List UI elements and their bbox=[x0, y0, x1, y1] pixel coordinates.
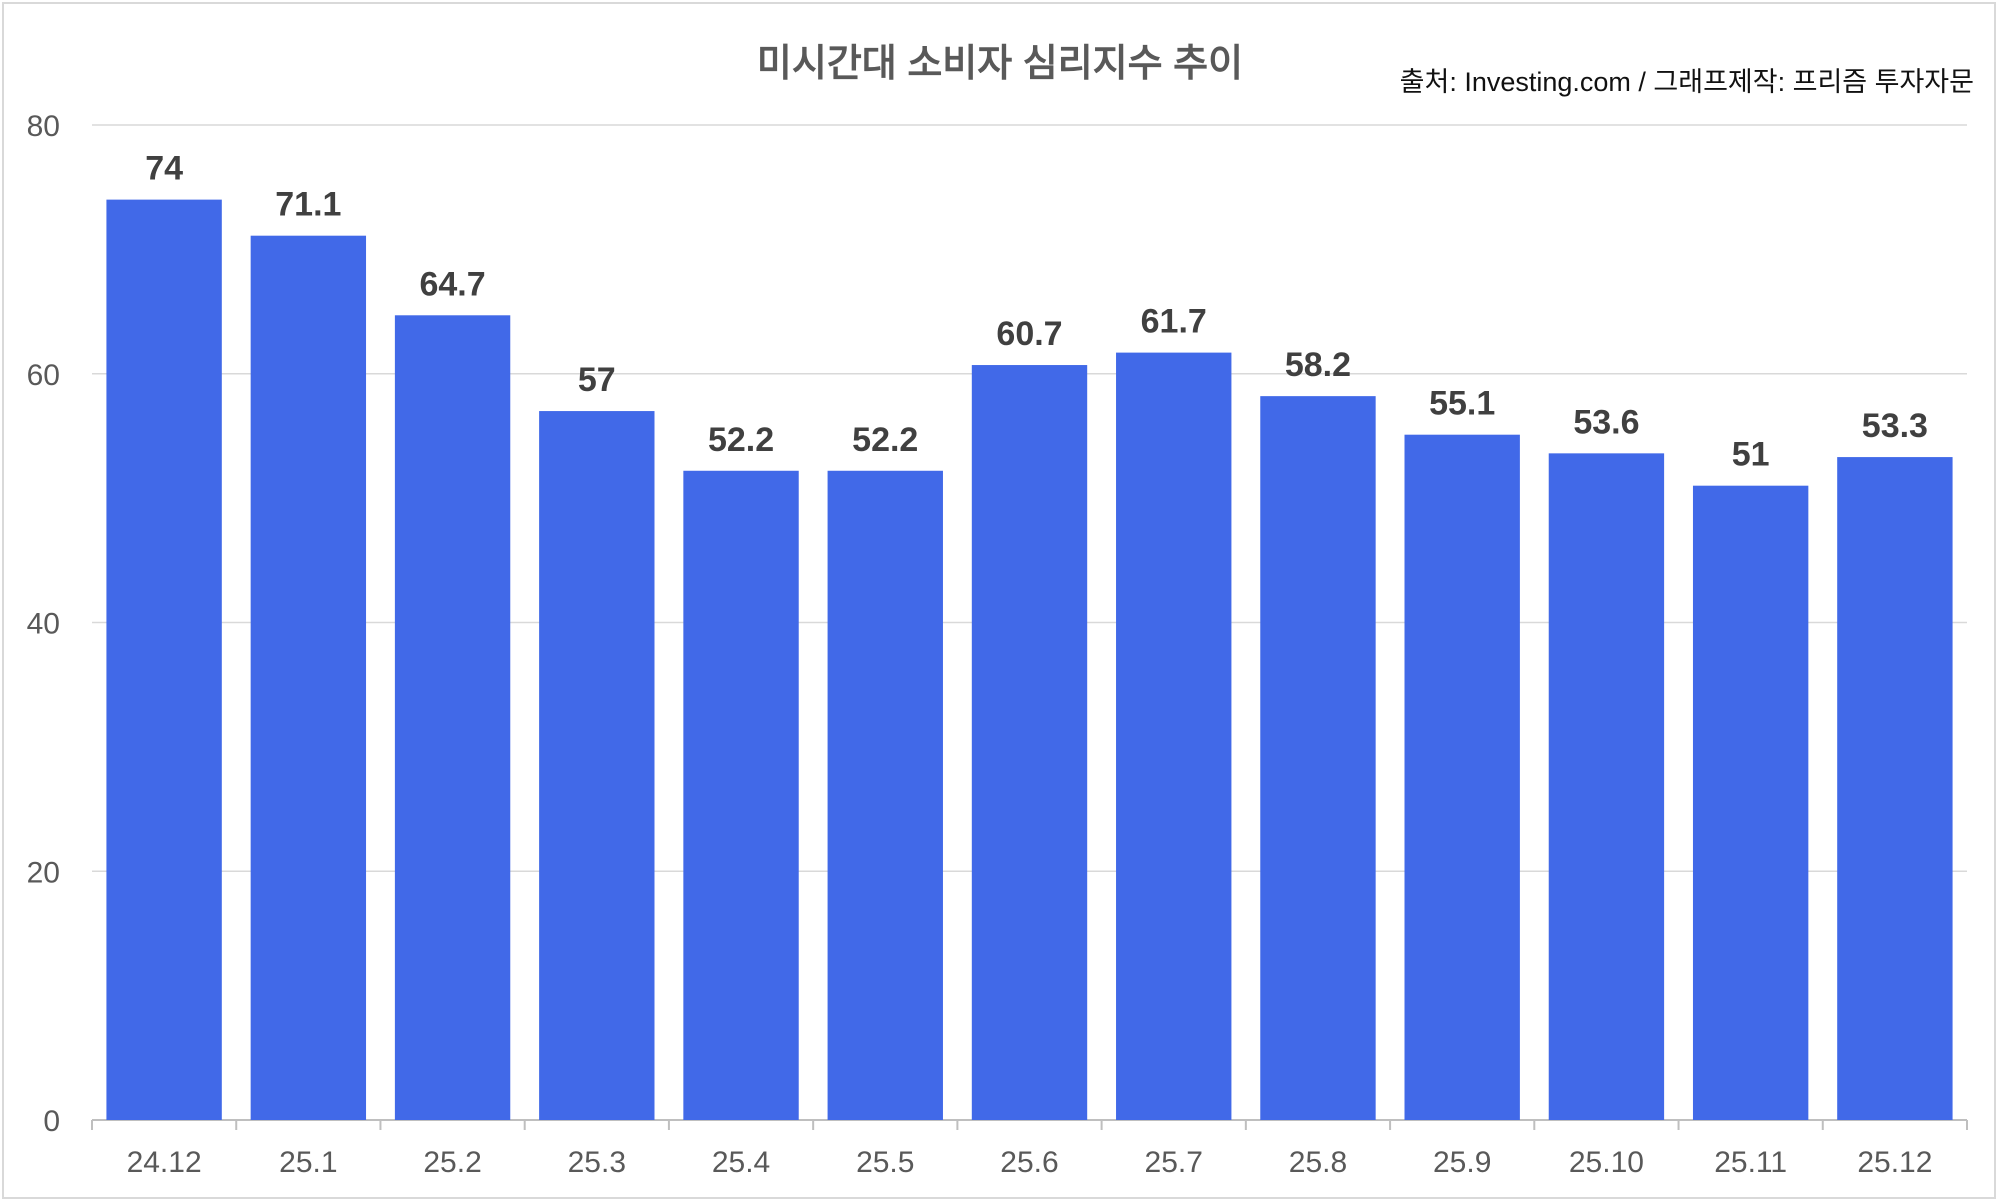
bar bbox=[1692, 485, 1809, 1120]
y-tick-label: 20 bbox=[27, 856, 60, 889]
data-label: 64.7 bbox=[419, 265, 485, 303]
x-tick-label: 24.12 bbox=[127, 1146, 202, 1179]
bar bbox=[1548, 453, 1665, 1121]
x-tick-label: 25.12 bbox=[1857, 1146, 1932, 1179]
x-tick-label: 25.1 bbox=[279, 1146, 337, 1179]
data-label: 52.2 bbox=[708, 421, 774, 459]
bar bbox=[971, 365, 1088, 1120]
x-tick-label: 25.9 bbox=[1433, 1146, 1491, 1179]
x-tick-label: 25.7 bbox=[1145, 1146, 1203, 1179]
chart-title: 미시간대 소비자 심리지수 추이 bbox=[756, 43, 1244, 85]
x-tick-label: 25.5 bbox=[856, 1146, 914, 1179]
bar bbox=[1837, 457, 1953, 1120]
x-tick-label: 25.11 bbox=[1714, 1146, 1787, 1179]
data-label: 53.3 bbox=[1862, 407, 1928, 445]
x-tick-label: 25.4 bbox=[712, 1146, 770, 1179]
data-label: 61.7 bbox=[1141, 303, 1207, 341]
x-tick-label: 25.8 bbox=[1289, 1146, 1347, 1179]
data-label: 55.1 bbox=[1429, 385, 1495, 423]
bar bbox=[539, 411, 655, 1120]
x-tick-label: 25.6 bbox=[1000, 1146, 1058, 1179]
x-tick-label: 25.3 bbox=[568, 1146, 626, 1179]
data-label: 57 bbox=[578, 361, 616, 399]
bar bbox=[250, 235, 367, 1121]
data-label: 52.2 bbox=[852, 421, 918, 459]
bar bbox=[106, 199, 222, 1120]
data-label: 71.1 bbox=[275, 186, 341, 224]
data-label: 74 bbox=[145, 150, 183, 188]
data-label: 60.7 bbox=[996, 315, 1062, 353]
bar bbox=[827, 470, 943, 1120]
y-tick-label: 80 bbox=[27, 110, 60, 143]
x-tick-label: 25.2 bbox=[423, 1146, 481, 1179]
data-label: 51 bbox=[1732, 436, 1770, 474]
bar bbox=[1404, 434, 1520, 1121]
bar bbox=[683, 470, 799, 1120]
data-label: 58.2 bbox=[1285, 346, 1351, 384]
bar bbox=[1116, 352, 1232, 1120]
y-tick-label: 60 bbox=[27, 359, 60, 392]
bar bbox=[1260, 396, 1376, 1120]
x-tick-label: 25.10 bbox=[1569, 1146, 1644, 1179]
bar bbox=[394, 315, 511, 1120]
y-tick-label: 40 bbox=[27, 608, 60, 641]
y-tick-label: 0 bbox=[43, 1105, 60, 1138]
data-label: 53.6 bbox=[1573, 403, 1639, 441]
source-note: 출처: Investing.com / 그래프제작: 프리즘 투자자문 bbox=[1399, 67, 1974, 97]
